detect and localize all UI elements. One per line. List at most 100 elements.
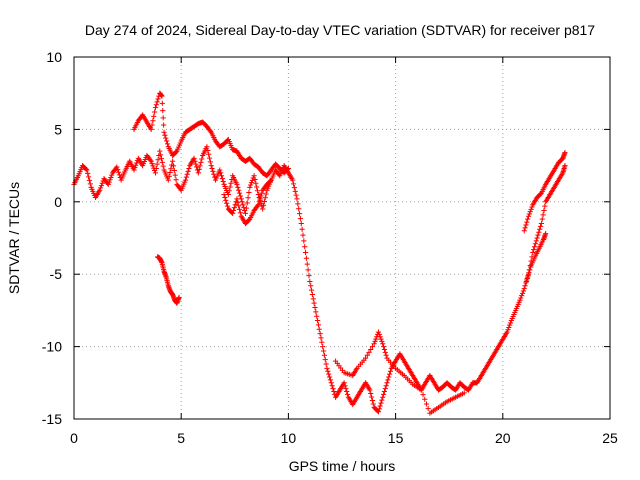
data-point bbox=[522, 225, 528, 231]
data-point bbox=[540, 212, 546, 218]
data-point bbox=[537, 226, 543, 232]
data-point bbox=[131, 167, 137, 173]
data-point bbox=[248, 182, 254, 188]
series-track-recovery-low bbox=[523, 231, 549, 285]
data-point bbox=[381, 346, 388, 353]
data-point bbox=[341, 380, 347, 386]
data-point bbox=[373, 336, 379, 342]
data-point bbox=[152, 170, 159, 176]
series-track-late-dip bbox=[332, 329, 467, 416]
y-tick-labels: -15 -10 -5 0 5 10 bbox=[42, 49, 62, 427]
data-point bbox=[507, 322, 513, 328]
data-point bbox=[195, 170, 201, 176]
data-point bbox=[369, 344, 376, 350]
data-point bbox=[165, 177, 171, 183]
data-point bbox=[106, 179, 112, 185]
data-point bbox=[380, 341, 386, 347]
y-tick-label: -15 bbox=[42, 411, 62, 427]
data-point bbox=[422, 396, 428, 402]
data-point bbox=[541, 207, 547, 214]
data-point bbox=[380, 394, 386, 400]
data-point bbox=[164, 138, 170, 144]
data-point bbox=[222, 194, 228, 201]
data-point bbox=[171, 167, 177, 174]
data-point bbox=[526, 211, 532, 217]
data-point bbox=[97, 187, 103, 193]
data-point bbox=[154, 161, 160, 167]
data-point bbox=[149, 122, 155, 128]
data-point bbox=[173, 149, 179, 155]
data-point bbox=[562, 149, 568, 156]
data-point bbox=[197, 163, 203, 169]
data-point bbox=[85, 174, 92, 180]
data-point bbox=[379, 397, 385, 403]
data-point bbox=[155, 157, 161, 163]
data-point bbox=[526, 270, 532, 276]
data-point bbox=[320, 348, 327, 354]
data-point bbox=[155, 96, 161, 102]
data-point bbox=[303, 255, 310, 261]
data-point bbox=[292, 188, 298, 194]
data-point bbox=[330, 385, 336, 392]
data-point bbox=[209, 165, 215, 172]
data-point bbox=[220, 178, 226, 185]
data-point bbox=[191, 155, 197, 161]
data-point bbox=[176, 294, 182, 300]
data-point bbox=[192, 158, 198, 164]
x-tick-labels: 0 5 10 15 20 25 bbox=[70, 430, 618, 446]
data-point bbox=[344, 391, 351, 397]
data-point bbox=[377, 334, 383, 340]
data-point bbox=[315, 322, 322, 328]
data-point bbox=[160, 163, 166, 169]
data-point bbox=[531, 244, 538, 250]
data-point bbox=[370, 401, 376, 407]
data-point bbox=[324, 365, 330, 371]
data-point bbox=[151, 113, 157, 119]
data-point bbox=[85, 170, 91, 177]
data-point bbox=[245, 195, 251, 201]
y-tick-label: 5 bbox=[54, 121, 62, 137]
data-point bbox=[204, 144, 210, 150]
y-tick-label: 0 bbox=[54, 194, 62, 210]
data-point bbox=[263, 191, 269, 197]
data-point bbox=[170, 163, 177, 169]
data-point bbox=[236, 190, 243, 196]
data-point bbox=[425, 405, 431, 412]
chart-title: Day 274 of 2024, Sidereal Day-to-day VTE… bbox=[85, 22, 595, 38]
data-point bbox=[252, 176, 258, 183]
data-point bbox=[521, 286, 527, 292]
data-point bbox=[372, 338, 378, 344]
data-point bbox=[149, 160, 155, 167]
data-point bbox=[423, 401, 430, 407]
data-point bbox=[304, 261, 310, 267]
data-point bbox=[383, 383, 389, 389]
data-point bbox=[132, 165, 138, 171]
data-point bbox=[207, 128, 213, 134]
series-track-main bbox=[71, 144, 568, 415]
data-point bbox=[293, 192, 299, 198]
data-point bbox=[249, 177, 255, 183]
data-point bbox=[108, 174, 114, 181]
data-point bbox=[116, 172, 123, 178]
data-point bbox=[420, 392, 426, 398]
data-point bbox=[533, 238, 539, 244]
data-point bbox=[368, 346, 374, 353]
data-point bbox=[230, 207, 237, 214]
data-point bbox=[321, 352, 328, 358]
data-point bbox=[543, 231, 549, 237]
data-point bbox=[344, 388, 350, 395]
data-point bbox=[326, 371, 332, 377]
data-point bbox=[159, 100, 165, 106]
data-point bbox=[205, 147, 211, 154]
data-point bbox=[298, 220, 304, 227]
data-point bbox=[534, 235, 540, 241]
data-point bbox=[166, 173, 172, 179]
data-point bbox=[539, 216, 545, 222]
data-point bbox=[160, 115, 166, 121]
data-point bbox=[519, 293, 525, 299]
data-point bbox=[325, 368, 331, 374]
data-point bbox=[300, 232, 306, 238]
y-tick-label: -5 bbox=[50, 266, 63, 282]
data-point bbox=[223, 197, 229, 203]
